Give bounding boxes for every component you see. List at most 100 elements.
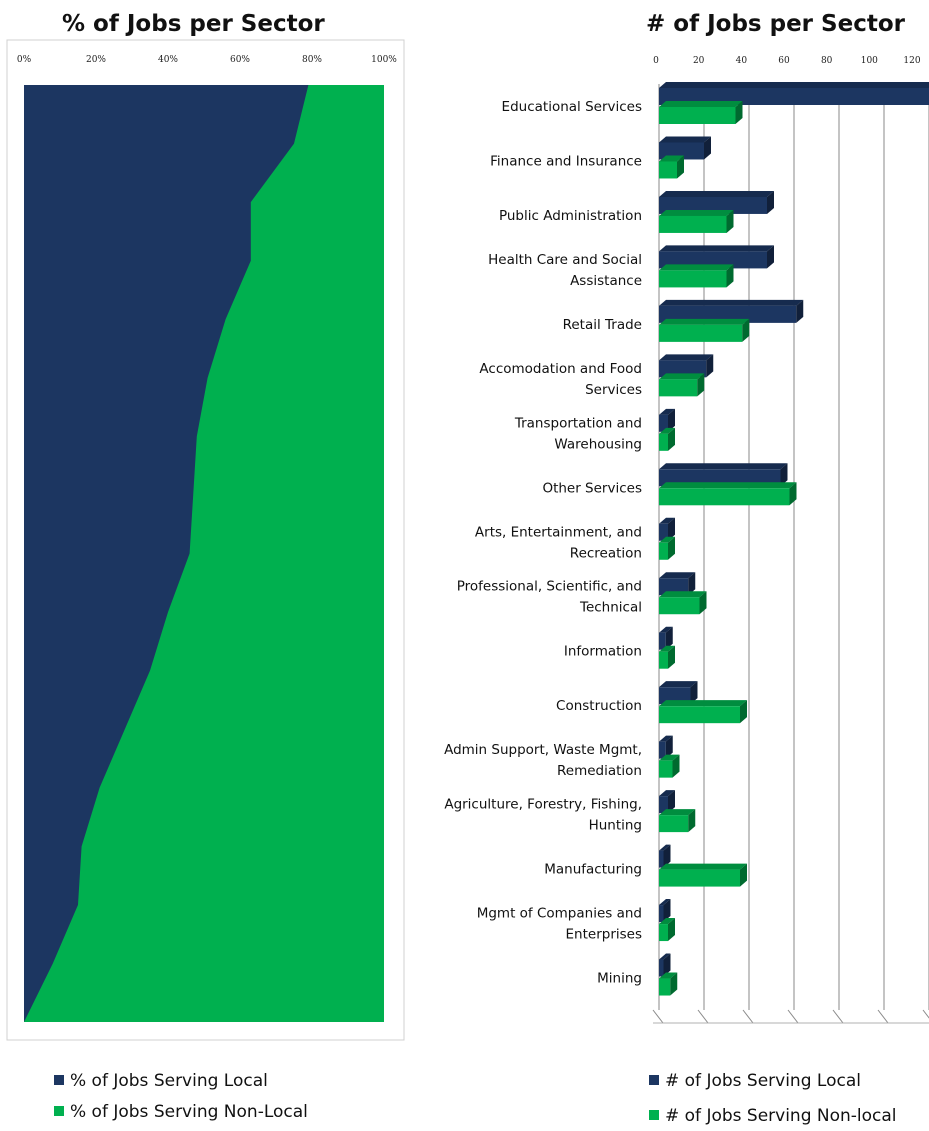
left-x-tick-label: 100%	[371, 55, 397, 65]
bar-top-face	[659, 681, 698, 688]
category-label: Agriculture, Forestry, Fishing,	[444, 797, 642, 813]
category-label: Remediation	[557, 763, 642, 779]
bar-side-face	[665, 626, 673, 650]
bar-side-face	[670, 972, 678, 996]
legend-label-nonlocal: # of Jobs Serving Non-local	[665, 1106, 897, 1126]
bar-side-face	[668, 645, 675, 669]
bar-top-face	[659, 844, 671, 851]
bar-side-face	[740, 863, 747, 887]
bar-top-face	[659, 918, 675, 925]
bar-top-face	[659, 953, 671, 960]
left-legend-local: % of Jobs Serving Local	[54, 1071, 268, 1091]
bar-non-local	[659, 815, 689, 833]
bar-local	[659, 687, 691, 705]
left-x-tick-label: 20%	[86, 55, 106, 65]
bar-non-local	[659, 488, 790, 506]
bar-top-face	[659, 517, 675, 524]
right-floor-line	[832, 1009, 844, 1024]
bar-top-face	[659, 700, 747, 707]
bar-top-face	[659, 754, 680, 761]
bar-top-face	[659, 190, 774, 197]
right-x-tick-label: 120	[903, 56, 920, 66]
bar-top-face	[659, 299, 804, 306]
bar-side-face	[688, 809, 696, 833]
left-x-tick-label: 40%	[158, 55, 178, 65]
bar-top-face	[659, 626, 673, 633]
category-label: Mgmt of Companies and	[477, 906, 642, 922]
bar-side-face	[726, 264, 734, 288]
bar-side-face	[672, 754, 680, 778]
bar-local	[659, 632, 666, 650]
bar-top-face	[659, 101, 743, 107]
category-label: Professional, Scientific, and	[457, 579, 642, 595]
right-x-tick-label: 20	[693, 56, 705, 66]
bar-top-face	[659, 863, 747, 870]
category-label: Hunting	[589, 818, 642, 834]
left-x-tick-label: 80%	[302, 55, 322, 65]
bar-non-local	[659, 324, 743, 342]
bar-non-local	[659, 542, 668, 560]
right-x-tick-label: 0	[653, 56, 659, 66]
bar-local	[659, 796, 668, 814]
category-label: Assistance	[570, 273, 642, 289]
bar-non-local	[659, 706, 740, 724]
right-floor-line	[652, 1009, 664, 1024]
bar-non-local	[659, 161, 677, 179]
right-floor-line	[697, 1009, 709, 1024]
bar-top-face	[659, 536, 675, 543]
bar-top-face	[659, 790, 675, 797]
bar-side-face	[668, 918, 675, 942]
category-label: Finance and Insurance	[490, 153, 642, 169]
bar-side-face	[697, 373, 705, 397]
bar-side-face	[668, 517, 675, 541]
bar-top-face	[659, 209, 734, 216]
category-label: Accomodation and Food	[479, 361, 642, 377]
bar-side-face	[789, 482, 797, 506]
bar-non-local	[659, 978, 671, 996]
bar-side-face	[767, 190, 774, 214]
legend-label-nonlocal: % of Jobs Serving Non-Local	[70, 1102, 308, 1122]
category-label: Construction	[556, 698, 642, 714]
category-label: Health Care and Social	[488, 252, 642, 268]
bar-side-face	[688, 572, 696, 596]
category-label: Manufacturing	[544, 862, 642, 878]
legend-swatch-local	[54, 1075, 64, 1085]
bar-top-face	[659, 645, 675, 652]
legend-swatch-nonlocal	[54, 1106, 64, 1116]
bar-local	[659, 959, 664, 977]
bar-local	[659, 196, 767, 214]
category-label: Educational Services	[502, 99, 642, 115]
left-chart-title: % of Jobs per Sector	[62, 11, 325, 37]
bar-side-face	[668, 427, 675, 451]
category-label: Transportation and	[514, 415, 642, 431]
area-local	[24, 85, 309, 1022]
bar-local	[659, 469, 781, 487]
bar-top-face	[659, 809, 696, 816]
category-label: Public Administration	[499, 208, 642, 224]
bar-side-face	[796, 299, 804, 323]
category-label: Retail Trade	[563, 317, 642, 333]
bar-top-face	[659, 899, 671, 906]
bar-local	[659, 850, 664, 868]
bar-top-face	[659, 972, 678, 979]
bar-side-face	[704, 136, 711, 160]
category-label: Arts, Entertainment, and	[475, 524, 642, 540]
bar-side-face	[706, 354, 714, 378]
bar-top-face	[659, 373, 705, 380]
right-legend-local: # of Jobs Serving Local	[649, 1071, 861, 1091]
right-x-tick-label: 40	[736, 56, 748, 66]
right-x-tick-label: 100	[861, 56, 878, 66]
bar-top-face	[659, 482, 797, 489]
bar-top-face	[659, 591, 707, 598]
bar-non-local	[659, 433, 668, 451]
bar-top-face	[659, 155, 684, 162]
bar-top-face	[659, 735, 673, 742]
bar-side-face	[663, 844, 671, 868]
bar-non-local	[659, 215, 727, 233]
right-x-tick-label: 60	[778, 56, 790, 66]
bar-local	[659, 523, 668, 541]
legend-swatch-nonlocal	[649, 1110, 659, 1120]
bar-side-face	[740, 700, 747, 724]
category-label: Warehousing	[554, 436, 642, 452]
